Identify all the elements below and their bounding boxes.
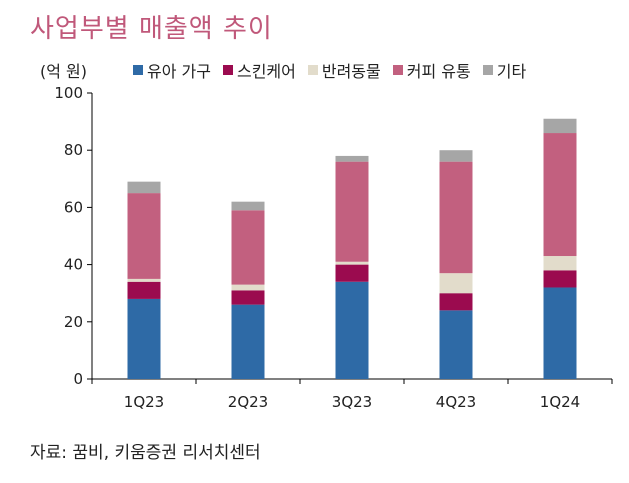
y-tick-label: 60 bbox=[64, 198, 83, 216]
bar-segment-4q23-series-3 bbox=[439, 161, 473, 274]
legend-item-3: 커피 유통 bbox=[392, 58, 471, 82]
chart-title: 사업부별 매출액 추이 bbox=[30, 14, 273, 44]
bar-segment-1q24-series-2 bbox=[543, 256, 577, 271]
x-tick-label: 3Q23 bbox=[332, 393, 372, 411]
bar-segment-1q23-series-3 bbox=[127, 193, 161, 279]
bar-segment-1q23-series-2 bbox=[127, 278, 161, 282]
chart-legend: 유아 가구 스킨케어 반려동물 커피 유통 기타 bbox=[133, 58, 526, 82]
legend-item-0: 유아 가구 bbox=[133, 58, 211, 82]
bar-segment-1q24-series-1 bbox=[543, 270, 577, 288]
legend-swatch bbox=[222, 65, 233, 75]
legend-item-1: 스킨케어 bbox=[222, 58, 296, 82]
y-axis-unit-label: (억 원) bbox=[40, 62, 88, 81]
legend-swatch bbox=[133, 65, 143, 75]
legend-label: 유아 가구 bbox=[147, 62, 211, 81]
legend-label: 스킨케어 bbox=[236, 62, 296, 81]
bar-segment-1q24-series-0 bbox=[543, 287, 577, 379]
bar-segment-1q23-series-0 bbox=[127, 298, 161, 379]
bar-segment-4q23-series-4 bbox=[439, 150, 473, 162]
y-tick-label: 80 bbox=[64, 141, 83, 159]
x-tick-label: 2Q23 bbox=[228, 393, 268, 411]
bar-segment-4q23-series-2 bbox=[439, 273, 473, 294]
bar-segment-2q23-series-4 bbox=[231, 201, 265, 211]
legend-item-4: 기타 bbox=[482, 58, 527, 82]
y-tick-label: 100 bbox=[54, 84, 83, 102]
x-tick-label: 1Q23 bbox=[124, 393, 164, 411]
bar-segment-1q24-series-3 bbox=[543, 133, 577, 257]
legend-label: 커피 유통 bbox=[406, 62, 471, 81]
bar-segment-2q23-series-0 bbox=[231, 304, 265, 379]
legend-swatch bbox=[392, 65, 403, 75]
bar-segment-1q24-series-4 bbox=[543, 118, 577, 134]
y-tick-label: 40 bbox=[64, 256, 83, 274]
legend-label: 기타 bbox=[496, 62, 527, 81]
bar-segment-3q23-series-1 bbox=[335, 264, 369, 282]
bar-segment-2q23-series-2 bbox=[231, 284, 265, 291]
bar-segment-4q23-series-0 bbox=[439, 310, 473, 379]
source-note: 자료: 꿈비, 키움증권 리서치센터 bbox=[30, 443, 261, 463]
bar-segment-3q23-series-4 bbox=[335, 155, 369, 162]
y-tick-label: 20 bbox=[64, 313, 83, 331]
bar-segment-3q23-series-2 bbox=[335, 261, 369, 265]
legend-item-2: 반려동물 bbox=[307, 58, 381, 82]
bar-segment-4q23-series-1 bbox=[439, 293, 473, 311]
bar-segment-1q23-series-4 bbox=[127, 181, 161, 194]
bar-segment-2q23-series-3 bbox=[231, 210, 265, 285]
bar-segment-3q23-series-0 bbox=[335, 281, 369, 379]
bar-segment-1q23-series-1 bbox=[127, 281, 161, 299]
x-tick-label: 1Q24 bbox=[540, 393, 580, 411]
legend-swatch bbox=[482, 65, 493, 75]
legend-swatch bbox=[307, 65, 318, 75]
x-tick-label: 4Q23 bbox=[436, 393, 476, 411]
bar-segment-3q23-series-3 bbox=[335, 161, 369, 262]
bar-segment-2q23-series-1 bbox=[231, 290, 265, 305]
y-tick-label: 0 bbox=[73, 370, 83, 388]
legend-label: 반려동물 bbox=[321, 62, 381, 81]
